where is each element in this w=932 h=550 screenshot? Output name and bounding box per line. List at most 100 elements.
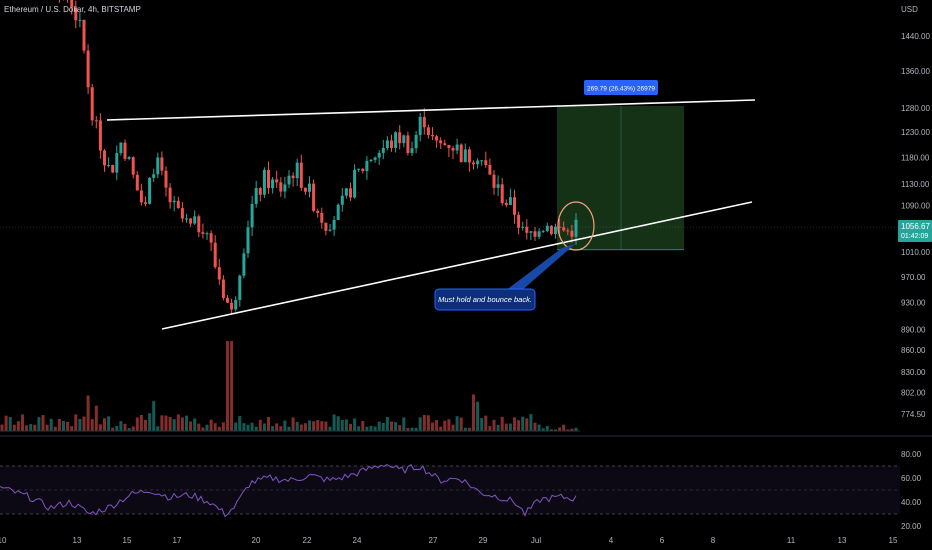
- volume-bar: [484, 415, 488, 431]
- time-axis[interactable]: 10 13 15 17 20 22 24 27 29 Jul 4 6 8 11 13 15: [0, 536, 898, 545]
- volume-bar: [312, 421, 316, 431]
- candle-body: [189, 218, 193, 224]
- volume-bar: [164, 415, 168, 431]
- volume-bar: [119, 421, 123, 431]
- volume-bar: [459, 417, 463, 431]
- price-tick-label: 774.50: [901, 410, 926, 419]
- volume-bar: [357, 426, 361, 431]
- volume-bar: [410, 427, 414, 431]
- volume-bar: [262, 423, 266, 431]
- volume-bar: [504, 423, 508, 431]
- volume-bar: [308, 420, 311, 431]
- price-tick-label: 1360.00: [901, 67, 930, 76]
- candle-body: [197, 216, 201, 233]
- volume-bar: [242, 423, 246, 431]
- candle-body: [439, 140, 443, 144]
- volume-bar: [287, 426, 291, 431]
- time-tick-label: Jul: [531, 536, 541, 545]
- volume-bar: [316, 420, 320, 431]
- candle-body: [279, 182, 283, 192]
- volume-bar: [172, 419, 176, 431]
- volume-bar: [25, 425, 29, 431]
- candle-body: [328, 229, 332, 231]
- upper-trendline[interactable]: [106, 99, 756, 121]
- candle-body: [78, 19, 82, 21]
- candle-body: [541, 231, 545, 233]
- volume-bar: [226, 341, 229, 431]
- candle-body: [476, 160, 480, 165]
- volume-bar: [66, 421, 70, 431]
- candle-body: [324, 222, 328, 231]
- volume-bar: [554, 429, 557, 431]
- candles: [58, 0, 578, 315]
- callout-pointer: [505, 244, 575, 292]
- candle-body: [234, 299, 238, 310]
- volume-bar: [340, 420, 344, 431]
- volume-bar: [16, 421, 20, 431]
- annotation-text: Must hold and bounce back.: [438, 295, 532, 304]
- candle-body: [472, 162, 475, 165]
- volume-bar: [70, 426, 74, 431]
- time-tick-label: 13: [73, 536, 82, 545]
- time-tick-label: 11: [787, 536, 796, 545]
- candle-body: [316, 210, 320, 213]
- volume-bar: [447, 419, 451, 431]
- candle-body: [467, 149, 471, 163]
- volume-bar: [156, 426, 160, 431]
- candle-body: [500, 184, 504, 203]
- candle-body: [365, 160, 369, 172]
- candle-body: [492, 174, 496, 188]
- volume-bar: [193, 418, 197, 431]
- candle-body: [414, 135, 418, 149]
- volume-bar: [451, 424, 455, 431]
- volume-bar: [103, 418, 106, 431]
- volume-bar: [328, 426, 332, 431]
- candle-body: [156, 157, 160, 175]
- candle-body: [443, 143, 447, 145]
- volume-bar: [45, 424, 49, 431]
- volume-pane: [0, 341, 580, 432]
- volume-bar: [431, 422, 434, 431]
- volume-bar: [135, 417, 139, 431]
- candle-body: [394, 132, 398, 148]
- candle-body: [533, 231, 537, 237]
- time-tick-label: 6: [660, 536, 665, 545]
- candle-body: [291, 175, 295, 179]
- candle-body: [131, 157, 135, 175]
- volume-bar: [353, 418, 357, 431]
- volume-bar: [57, 418, 61, 431]
- volume-bar: [443, 420, 447, 431]
- candle-body: [529, 231, 533, 233]
- volume-bar: [283, 420, 287, 431]
- candle-body: [90, 87, 94, 121]
- volume-bar: [476, 401, 480, 431]
- volume-bar: [291, 417, 295, 431]
- volume-bar: [131, 426, 135, 431]
- candle-body: [217, 267, 221, 280]
- volume-bar: [123, 423, 127, 431]
- volume-bar: [435, 419, 439, 431]
- candle-body: [422, 116, 426, 128]
- candle-body: [480, 160, 484, 162]
- candle-body: [570, 230, 574, 237]
- volume-bar: [324, 421, 328, 431]
- time-tick-label: 29: [479, 536, 488, 545]
- rsi-axis[interactable]: 20.00 40.00 60.00 80.00: [901, 450, 922, 531]
- candle-body: [262, 169, 266, 195]
- volume-bar: [492, 419, 496, 431]
- volume-bar: [213, 423, 217, 431]
- volume-bar: [574, 427, 578, 431]
- candle-body: [398, 132, 402, 144]
- volume-bar: [37, 417, 41, 431]
- candle-body: [82, 19, 86, 51]
- volume-bar: [12, 424, 16, 431]
- candle-body: [226, 298, 229, 303]
- lower-trendline[interactable]: [161, 201, 753, 330]
- time-tick-label: 4: [609, 536, 614, 545]
- annotation-callout[interactable]: Must hold and bounce back.: [434, 288, 536, 311]
- volume-bar: [168, 416, 172, 431]
- volume-bar: [521, 416, 525, 431]
- volume-bar: [205, 424, 209, 431]
- volume-bar: [496, 424, 500, 431]
